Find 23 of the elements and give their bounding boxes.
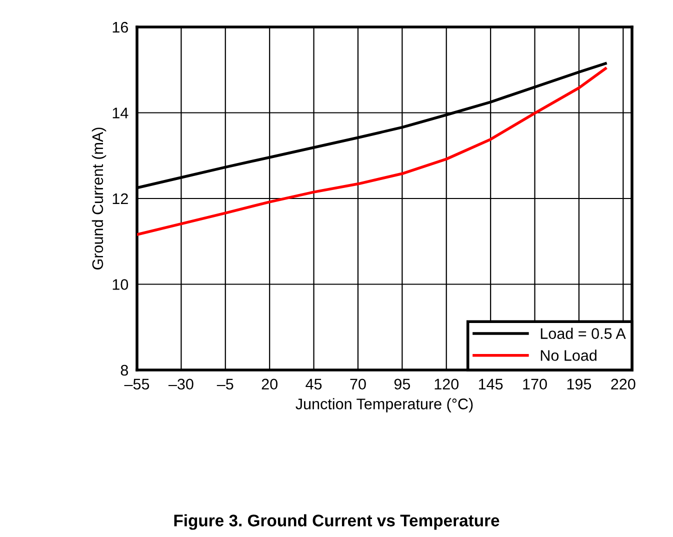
x-tick-label: 95	[394, 378, 410, 390]
y-tick-label: 12	[112, 193, 128, 204]
text: Figure 3. Ground Current vs Temperature	[174, 514, 500, 530]
y-tick-label: 14	[112, 108, 128, 118]
x-tick-label: –30	[168, 378, 194, 390]
x-tick-label: 195	[567, 378, 592, 390]
x-tick-label: 145	[478, 378, 503, 390]
legend-label: No Load	[540, 350, 596, 361]
x-tick-label: 120	[434, 378, 459, 390]
x-tick-label: 220	[611, 378, 636, 390]
x-tick-label: 45	[306, 378, 322, 390]
x-tick-label: –55	[124, 378, 150, 390]
x-tick-label: 20	[262, 378, 278, 390]
x-tick-label: 70	[350, 378, 366, 390]
x-tick-label: –5	[216, 378, 234, 390]
legend-label: Load = 0.5 A	[540, 328, 626, 339]
x-tick-label: 170	[523, 378, 547, 390]
y-axis-title: Ground Current (mA)	[92, 128, 106, 270]
y-tick-label: 8	[120, 364, 128, 376]
y-tick-label: 16	[112, 22, 128, 33]
line-series	[137, 67, 607, 236]
x-axis-title: Junction Temperature (°C)	[296, 398, 473, 412]
y-tick-label: 10	[112, 279, 128, 290]
